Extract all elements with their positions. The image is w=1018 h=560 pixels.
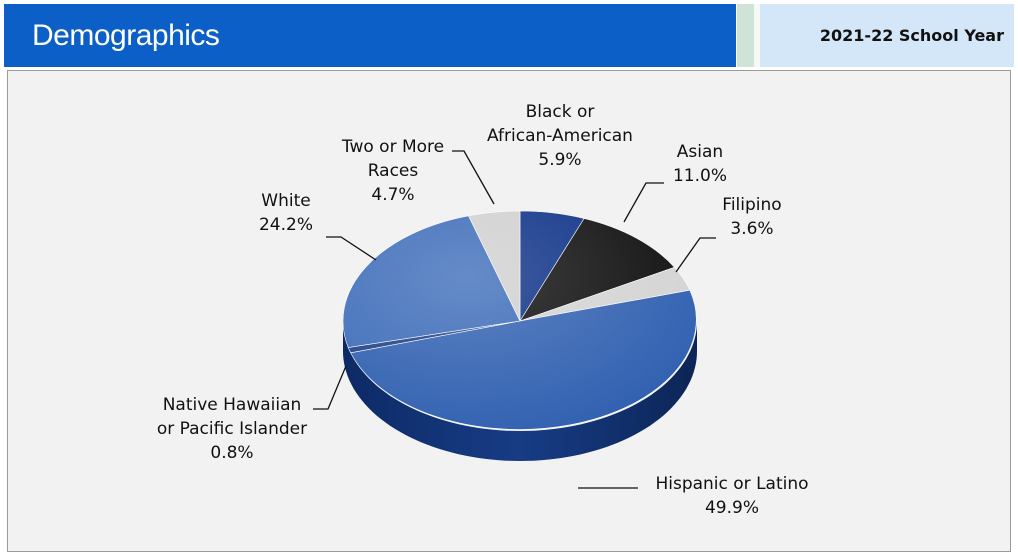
leader-line — [326, 236, 377, 261]
slice-percent-text: 0.8% — [210, 443, 253, 463]
leader-line — [623, 182, 664, 223]
school-year-label: 2021-22 School Year — [819, 26, 1004, 45]
label-white: White 24.2% — [259, 191, 377, 261]
slice-percent-text: 49.9% — [705, 498, 759, 518]
slice-name-text: Races — [368, 161, 419, 181]
slice-name-text: Native Hawaiian — [163, 395, 302, 415]
slice-percent-text: 3.6% — [730, 219, 773, 239]
leader-line — [675, 237, 716, 273]
slice-name-text: or Pacific Islander — [157, 419, 307, 439]
label-native-hawaiian-or-pacific-islander: Native Hawaiian or Pacific Islander 0.8% — [157, 365, 347, 463]
slice-name-text: Two or More — [341, 137, 444, 157]
header-bar: Demographics — [4, 4, 736, 67]
leader-line — [452, 150, 495, 205]
slice-name-text: African-American — [487, 126, 633, 146]
slice-percent-text: 4.7% — [371, 185, 414, 205]
slice-name-text: White — [261, 191, 310, 211]
label-black-or-african-american: Black or African-American 5.9% — [487, 102, 633, 170]
slice-name-text: Asian — [677, 142, 723, 162]
header-stripe — [737, 4, 754, 67]
label-two-or-more-races: Two or More Races 4.7% — [341, 137, 495, 205]
label-filipino: Filipino 3.6% — [675, 195, 782, 273]
slice-name-text: Hispanic or Latino — [655, 474, 808, 494]
slice-name-text: Filipino — [722, 195, 781, 215]
header-stripe-light — [754, 4, 760, 67]
slice-percent-text: 11.0% — [673, 166, 727, 186]
slice-name-text: Black or — [526, 102, 595, 122]
label-hispanic-or-latino: Hispanic or Latino 49.9% — [578, 474, 809, 518]
slice-percent-text: 5.9% — [538, 150, 581, 170]
school-year-box: 2021-22 School Year — [760, 4, 1014, 67]
leader-line — [313, 365, 347, 410]
page-title: Demographics — [32, 19, 220, 52]
pie-gloss — [343, 211, 697, 431]
pie-side-band — [343, 321, 697, 461]
slice-percent-text: 24.2% — [259, 215, 313, 235]
label-asian: Asian 11.0% — [623, 142, 727, 223]
